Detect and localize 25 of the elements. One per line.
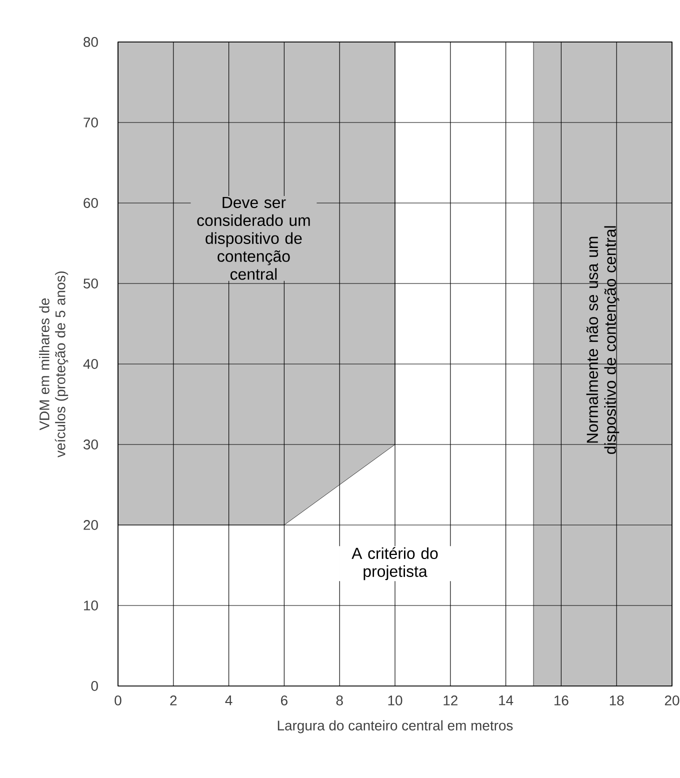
y-tick-label: 30 (83, 440, 98, 450)
x-tick-label: 16 (554, 696, 568, 706)
y-axis-title: VDM em milhares de veículos (proteção de 5 anos) (39, 271, 68, 458)
y-tick-label: 70 (84, 118, 98, 128)
x-axis-title: Largura do canteiro central em metros (278, 720, 513, 734)
x-tick-label: 8 (336, 696, 343, 706)
y-tick-label: 0 (91, 681, 98, 691)
annotation: Deve ser considerado um dispositivo de contenção central (197, 196, 310, 280)
x-tick-label: 4 (225, 696, 232, 706)
x-tick-label: 6 (281, 696, 288, 706)
y-tick-label: 50 (84, 278, 98, 288)
x-tick-label: 2 (170, 696, 177, 706)
annotation: A critério do projetista (352, 547, 438, 580)
band-label: Normalmente não se usa um dispositivo de contenção central (586, 226, 620, 454)
y-tick-label: 10 (84, 600, 98, 610)
x-tick-label: 10 (388, 696, 402, 706)
y-tick-label: 80 (84, 37, 98, 47)
y-tick-label: 40 (83, 359, 98, 369)
x-tick-label: 14 (499, 696, 514, 706)
x-tick-label: 18 (610, 696, 624, 706)
y-tick-label: 60 (84, 198, 98, 208)
x-tick-label: 12 (444, 696, 458, 706)
x-tick-label: 20 (664, 696, 680, 706)
x-tick-label: 0 (114, 696, 122, 706)
y-tick-label: 20 (84, 520, 98, 530)
